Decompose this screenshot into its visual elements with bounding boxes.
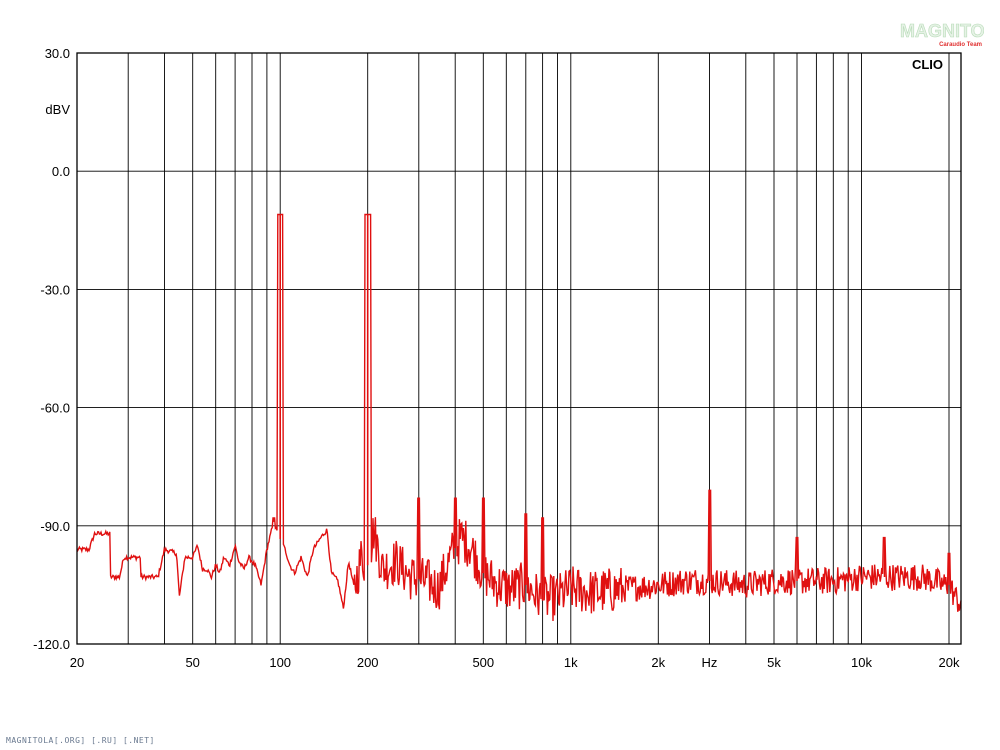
- magnitola-logo: MAGNITOLA Caraudio Team: [900, 21, 984, 48]
- series-trace: [76, 213, 962, 622]
- x-tick-label: 20k: [939, 655, 960, 670]
- clio-brand-label: CLIO: [912, 57, 943, 72]
- plot-border: [76, 52, 962, 645]
- y-tick-labels: 30.0 0.0 -30.0 -60.0 -90.0 -120.0: [33, 46, 70, 652]
- magnitola-logo-text: MAGNITOLA: [900, 21, 984, 41]
- plot-area: [77, 53, 961, 644]
- x-tick-labels: 20 50 100 200 500 1k 2k 5k 10k 20k: [70, 655, 960, 670]
- y-tick-label: 0.0: [52, 164, 70, 179]
- x-tick-label: 50: [185, 655, 199, 670]
- x-tick-label: 1k: [564, 655, 578, 670]
- y-tick-label: -60.0: [40, 401, 70, 416]
- footer-site-text: MAGNITOLA[.ORG] [.RU] [.NET]: [6, 736, 155, 745]
- x-tick-label: 20: [70, 655, 84, 670]
- magnitola-logo-subtext: Caraudio Team: [939, 42, 982, 48]
- y-tick-label: -120.0: [33, 637, 70, 652]
- x-axis-label: Hz: [702, 655, 718, 670]
- y-tick-label: -30.0: [40, 282, 70, 297]
- y-tick-label: -90.0: [40, 519, 70, 534]
- x-tick-label: 500: [472, 655, 494, 670]
- x-tick-label: 5k: [767, 655, 781, 670]
- x-tick-label: 100: [269, 655, 291, 670]
- x-tick-label: 200: [357, 655, 379, 670]
- x-tick-label: 10k: [851, 655, 872, 670]
- y-axis-label: dBV: [45, 102, 70, 117]
- y-tick-label: 30.0: [45, 46, 70, 61]
- spectrum-line: [76, 213, 962, 622]
- x-tick-label: 2k: [651, 655, 665, 670]
